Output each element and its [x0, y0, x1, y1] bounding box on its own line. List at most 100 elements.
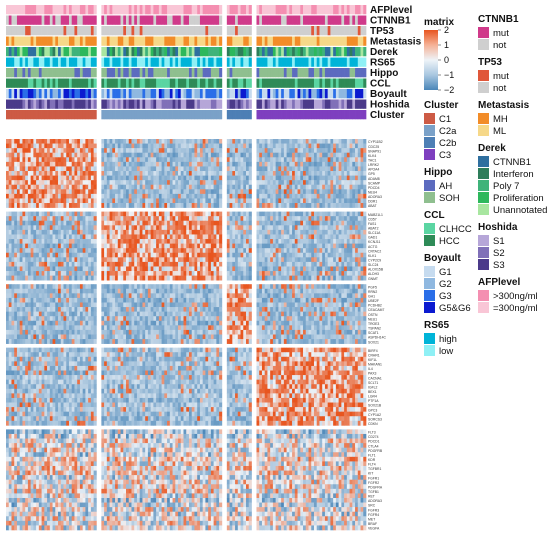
- track-cell: [180, 15, 184, 25]
- heatmap-cell: [131, 229, 135, 235]
- track-cell: [229, 89, 233, 99]
- heatmap-cell: [172, 239, 176, 244]
- heatmap-cell: [175, 166, 179, 172]
- heatmap-cell: [22, 243, 26, 249]
- heatmap-cell: [60, 229, 64, 235]
- heatmap-cell: [294, 243, 298, 249]
- track-cell: [6, 89, 10, 99]
- heatmap-cell: [360, 248, 364, 254]
- heatmap-cell: [313, 216, 318, 222]
- track-cell: [153, 36, 157, 46]
- heatmap-cell: [145, 248, 149, 254]
- track-cell: [199, 5, 204, 15]
- heatmap-cell: [134, 271, 138, 276]
- heatmap-cell: [77, 166, 81, 172]
- track-cell: [115, 26, 119, 36]
- heatmap-cell: [79, 175, 84, 181]
- heatmap-cell: [210, 152, 214, 158]
- heatmap-cell: [349, 243, 353, 249]
- heatmap-cell: [186, 189, 190, 195]
- track-cell: [175, 15, 179, 25]
- track-cell: [71, 99, 75, 109]
- heatmap-cell: [120, 193, 124, 199]
- heatmap-cell: [136, 248, 141, 254]
- track-cell: [22, 36, 26, 46]
- heatmap-cell: [139, 166, 143, 172]
- heatmap-cell: [311, 266, 315, 272]
- heatmap-cell: [197, 180, 201, 186]
- heatmap-cell: [115, 252, 119, 258]
- heatmap-cell: [240, 203, 244, 208]
- heatmap-cell: [136, 139, 141, 144]
- heatmap-cell: [128, 198, 132, 204]
- heatmap-cell: [139, 243, 143, 249]
- track-cell: [68, 36, 73, 46]
- heatmap-cell: [267, 161, 271, 167]
- track-cell: [330, 89, 334, 99]
- track-cell: [172, 26, 176, 36]
- heatmap-cell: [112, 171, 116, 176]
- heatmap-cell: [22, 225, 26, 231]
- heatmap-cell: [305, 198, 309, 204]
- heatmap-cell: [283, 252, 287, 258]
- heatmap-cell: [139, 189, 143, 195]
- heatmap-cell: [88, 148, 92, 154]
- heatmap-cell: [363, 157, 367, 163]
- track-cell: [210, 47, 214, 57]
- heatmap-cell: [363, 234, 367, 240]
- heatmap-cell: [136, 271, 141, 276]
- heatmap-cell: [117, 261, 121, 267]
- heatmap-cell: [30, 248, 34, 254]
- heatmap-cell: [101, 157, 105, 163]
- heatmap-cell: [25, 220, 29, 226]
- track-cell: [6, 110, 10, 120]
- heatmap-cell: [210, 225, 214, 231]
- heatmap-cell: [183, 180, 187, 186]
- heatmap-cell: [115, 266, 119, 272]
- track-cell: [191, 68, 195, 78]
- heatmap-cell: [109, 239, 113, 244]
- track-cell: [357, 89, 361, 99]
- track-cell: [117, 26, 121, 36]
- heatmap-cell: [219, 261, 223, 267]
- heatmap-cell: [101, 239, 105, 244]
- heatmap-cell: [363, 220, 367, 226]
- heatmap-cell: [8, 216, 12, 222]
- track-cell: [267, 57, 271, 67]
- track-cell: [264, 5, 268, 15]
- heatmap-cell: [199, 148, 204, 154]
- heatmap-cell: [202, 157, 206, 163]
- heatmap-cell: [272, 257, 276, 263]
- heatmap-cell: [36, 148, 40, 154]
- track-cell: [313, 99, 318, 109]
- heatmap-cell: [109, 216, 113, 222]
- track-cell: [292, 47, 296, 57]
- heatmap-cell: [194, 139, 198, 144]
- heatmap-cell: [178, 203, 182, 208]
- heatmap-cell: [248, 248, 252, 254]
- track-cell: [66, 110, 70, 120]
- track-cell: [74, 5, 78, 15]
- track-cell: [346, 89, 350, 99]
- track-cell: [341, 15, 345, 25]
- heatmap-cell: [330, 266, 334, 272]
- heatmap-cell: [226, 203, 230, 208]
- heatmap-cell: [237, 243, 241, 249]
- heatmap-cell: [308, 161, 312, 167]
- heatmap-cell: [49, 216, 53, 222]
- heatmap-cell: [33, 166, 37, 172]
- track-cell: [213, 47, 217, 57]
- heatmap-cell: [338, 248, 342, 254]
- heatmap-cell: [38, 175, 42, 181]
- heatmap-cell: [60, 252, 64, 258]
- track-cell: [104, 89, 108, 99]
- track-cell: [6, 47, 10, 57]
- track-cell: [41, 89, 45, 99]
- heatmap-cell: [58, 229, 62, 235]
- track-cell: [112, 78, 116, 88]
- heatmap-cell: [208, 189, 212, 195]
- heatmap-cell: [85, 229, 89, 235]
- heatmap-cell: [341, 161, 345, 167]
- heatmap-cell: [106, 184, 110, 190]
- heatmap-cell: [74, 257, 78, 263]
